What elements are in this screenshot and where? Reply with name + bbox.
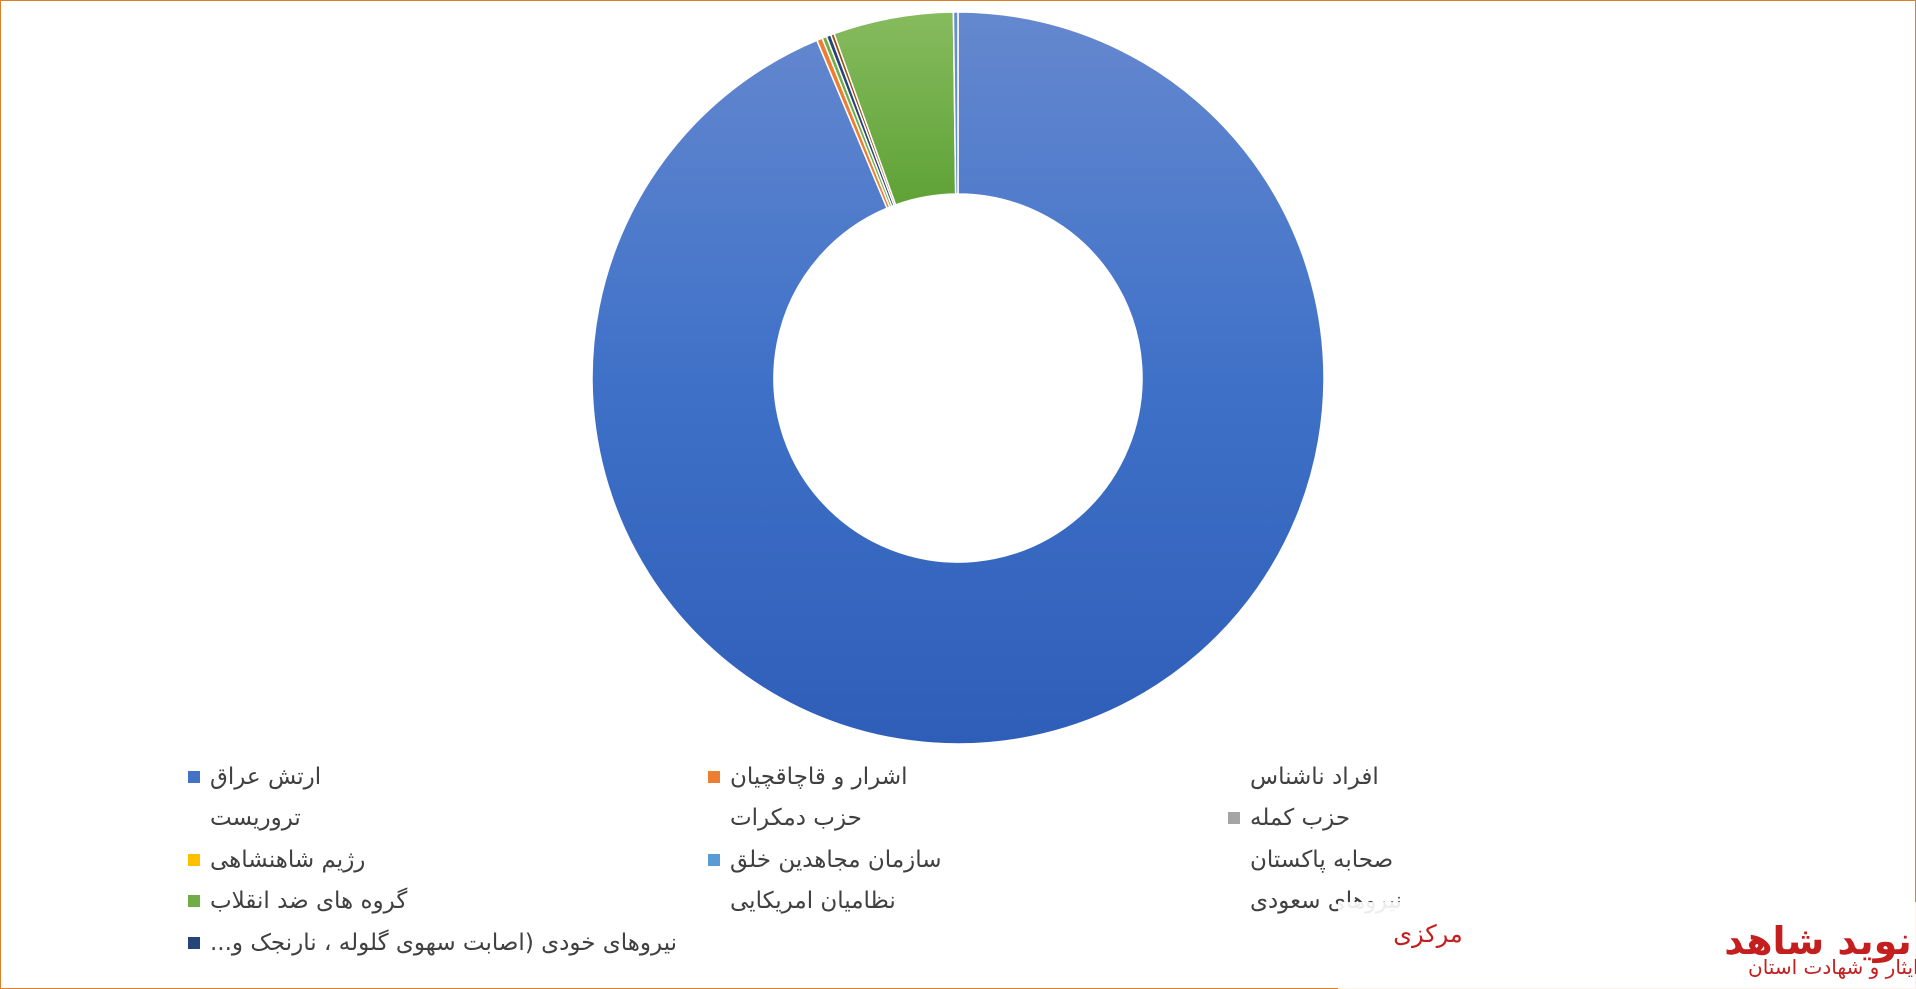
watermark-line1: پایگاه اطلاع رسانی فرهنگ ایثار و شهادت ا… bbox=[1748, 955, 1916, 980]
legend-label: ارتش عراق bbox=[210, 764, 322, 790]
legend-label: افراد ناشناس bbox=[1250, 764, 1379, 790]
legend-item-mek: سازمان مجاهدین خلق bbox=[708, 845, 942, 875]
legend-swatch bbox=[1228, 854, 1240, 866]
legend-swatch bbox=[1228, 812, 1240, 824]
legend-item-friendly-fire: نیروهای خودی (اصابت سهوی گلوله ، نارنجک … bbox=[188, 928, 677, 958]
legend-swatch bbox=[188, 854, 200, 866]
legend-item-democrat-party: حزب دمکرات bbox=[708, 803, 862, 833]
legend-item-terrorist: تروریست bbox=[188, 803, 301, 833]
legend-item-shah-regime: رژیم شاهنشاهی bbox=[188, 845, 365, 875]
legend-swatch bbox=[1228, 895, 1240, 907]
legend-label: سازمان مجاهدین خلق bbox=[730, 847, 942, 873]
watermark-logo: نوید شاهد پایگاه اطلاع رسانی فرهنگ ایثار… bbox=[1338, 902, 1916, 989]
legend-swatch bbox=[708, 771, 720, 783]
legend-swatch bbox=[708, 895, 720, 907]
legend-swatch bbox=[188, 812, 200, 824]
watermark-line2: مرکزی bbox=[1393, 920, 1463, 948]
watermark-background bbox=[1338, 902, 1916, 989]
legend-label: حزب کمله bbox=[1250, 805, 1351, 831]
legend-swatch bbox=[188, 937, 200, 949]
legend-label: صحابه پاکستان bbox=[1250, 847, 1394, 873]
legend-item-counter-revolution: گروه های ضد انقلاب bbox=[188, 886, 407, 916]
legend-label: نیروهای خودی (اصابت سهوی گلوله ، نارنجک … bbox=[210, 930, 678, 956]
legend-item-unknown: افراد ناشناس bbox=[1228, 762, 1379, 792]
legend-label: گروه های ضد انقلاب bbox=[210, 888, 408, 914]
legend-swatch bbox=[708, 854, 720, 866]
legend-item-us-military: نظامیان امریکایی bbox=[708, 886, 896, 916]
legend-item-sahaba-pakistan: صحابه پاکستان bbox=[1228, 845, 1393, 875]
legend-label: رژیم شاهنشاهی bbox=[210, 847, 366, 873]
legend-item-iraq-army: ارتش عراق bbox=[188, 762, 321, 792]
legend-swatch bbox=[188, 771, 200, 783]
legend-label: اشرار و قاچاقچیان bbox=[730, 764, 908, 790]
legend-item-komala-party: حزب کمله bbox=[1228, 803, 1350, 833]
legend-swatch bbox=[188, 895, 200, 907]
legend-label: نظامیان امریکایی bbox=[730, 888, 896, 914]
legend-swatch bbox=[1228, 771, 1240, 783]
watermark-brand: نوید شاهد bbox=[1724, 919, 1911, 963]
donut-slice-0 bbox=[591, 11, 1325, 745]
legend-swatch bbox=[708, 812, 720, 824]
legend-item-bandits: اشرار و قاچاقچیان bbox=[708, 762, 908, 792]
legend-label: تروریست bbox=[210, 805, 301, 831]
donut-slice-12 bbox=[952, 11, 959, 195]
legend-label: حزب دمکرات bbox=[730, 805, 862, 831]
